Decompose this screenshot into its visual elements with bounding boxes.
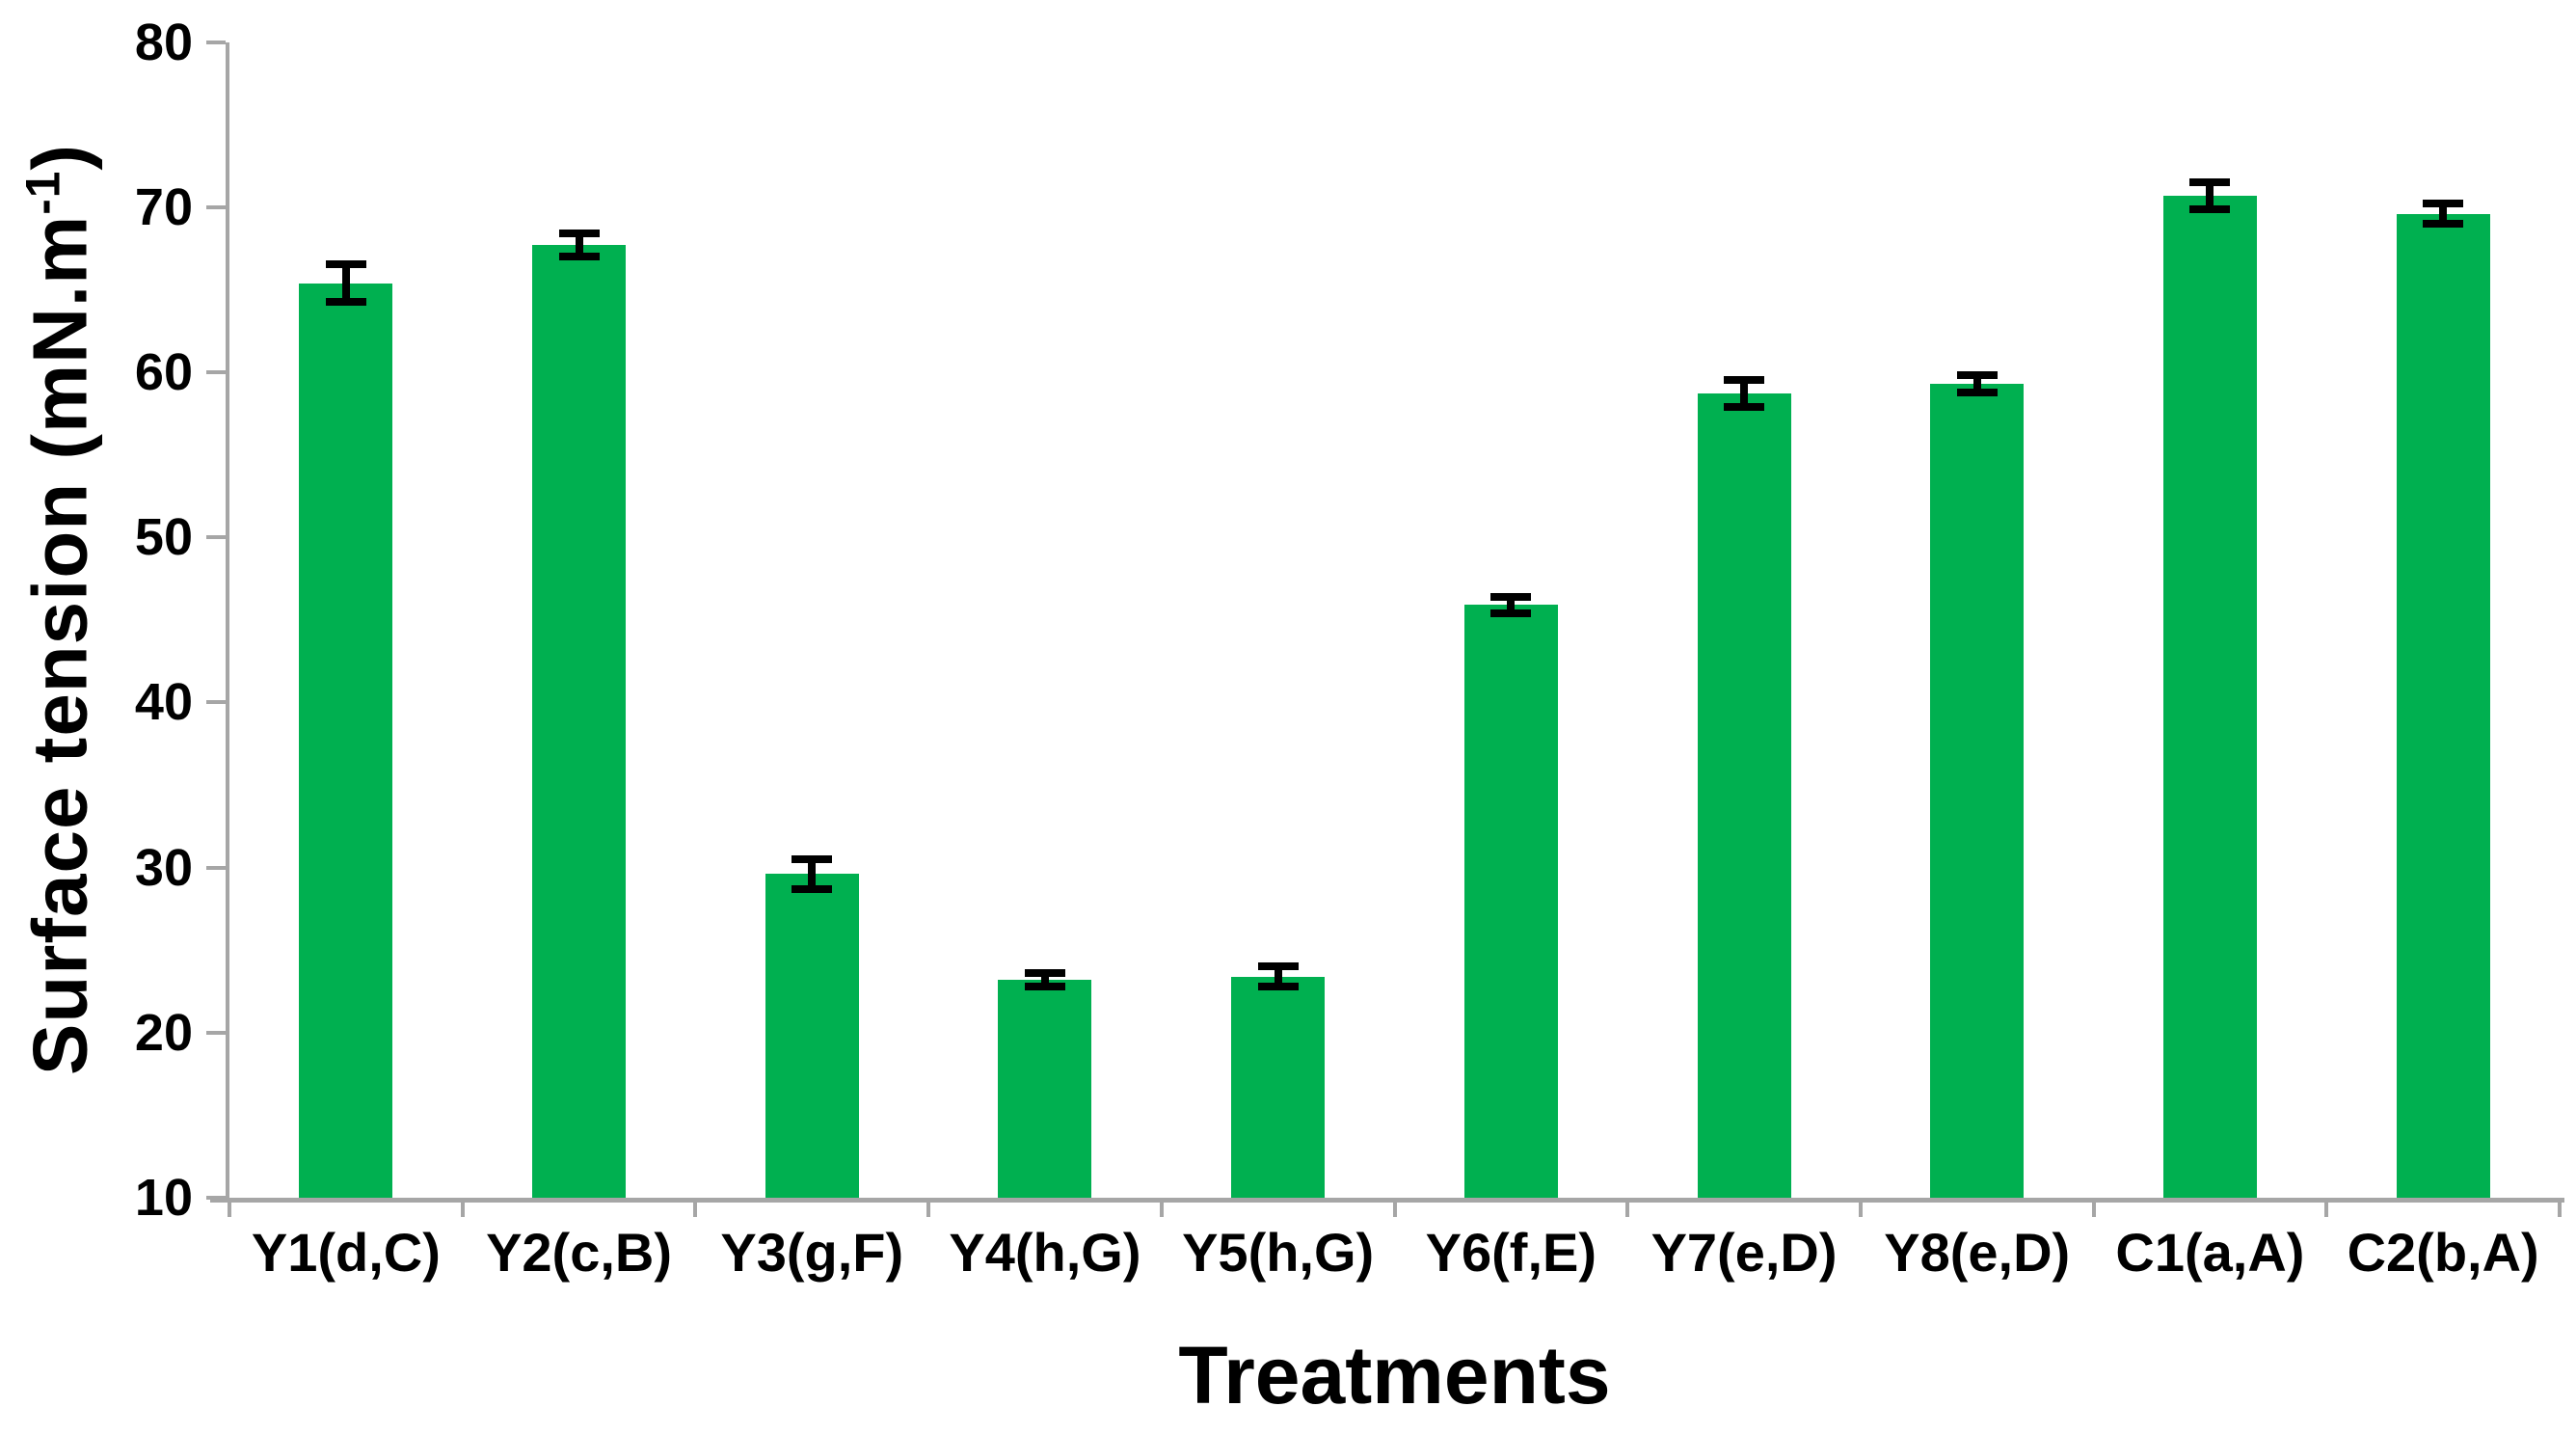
error-bar-line [1040, 974, 1049, 986]
bar-y1 [299, 283, 393, 1198]
x-tick-label: C2(b,A) [2347, 1222, 2539, 1283]
error-bar-cap-bottom [1956, 388, 1998, 396]
bar-y6 [1463, 605, 1558, 1198]
bar-y8 [1930, 383, 2025, 1198]
error-bar-line [808, 860, 817, 888]
error-bar-cap-bottom [1024, 983, 1065, 991]
error-bar-cap-bottom [1724, 403, 1765, 412]
y-tick-label: 80 [134, 13, 193, 71]
y-tick-label: 60 [134, 343, 193, 401]
x-tick-label: Y2(c,B) [486, 1222, 672, 1283]
error-bar-cap-top [1956, 371, 1998, 380]
x-tick-mark [1159, 1202, 1164, 1217]
x-tick-mark [2558, 1202, 2562, 1217]
error-bar-cap-bottom [1257, 983, 1299, 991]
x-tick-mark [1858, 1202, 1863, 1217]
y-tick-mark [206, 204, 226, 209]
bar-y4 [998, 980, 1092, 1198]
x-tick-label: C1(a,A) [2115, 1222, 2305, 1283]
error-bar-line [1507, 598, 1516, 612]
x-tick-mark [2324, 1202, 2329, 1217]
error-bar-cap-top [1490, 592, 1532, 601]
x-tick-label: Y6(f,E) [1425, 1222, 1597, 1283]
y-tick-label: 30 [134, 838, 193, 897]
x-tick-mark [1625, 1202, 1630, 1217]
y-axis-line [226, 41, 229, 1202]
y-tick-label: 20 [134, 1003, 193, 1062]
x-tick-label: Y4(h,G) [949, 1222, 1141, 1283]
error-bar-cap-bottom [558, 253, 600, 261]
x-axis-title: Treatments [1178, 1330, 1611, 1420]
bar-c1 [2162, 195, 2257, 1198]
x-tick-label: Y1(d,C) [251, 1222, 441, 1283]
x-tick-mark [926, 1202, 931, 1217]
error-bar-line [1274, 968, 1282, 986]
error-bar-cap-top [325, 260, 366, 269]
error-bar-line [575, 234, 583, 256]
y-tick-mark [206, 40, 226, 44]
error-bar-cap-bottom [325, 297, 366, 306]
y-tick-label: 50 [134, 508, 193, 567]
y-tick-label: 70 [134, 177, 193, 236]
error-bar-cap-top [558, 229, 600, 237]
error-bar-cap-bottom [1490, 609, 1532, 618]
x-tick-label: Y8(e,D) [1884, 1222, 2071, 1283]
error-bar-cap-top [2423, 200, 2464, 208]
y-tick-mark [206, 700, 226, 705]
error-bar-line [2439, 205, 2448, 223]
x-axis-line [210, 1198, 2564, 1203]
x-tick-label: Y5(h,G) [1182, 1222, 1375, 1283]
y-tick-label: 10 [134, 1169, 193, 1227]
bar-y3 [765, 874, 859, 1198]
error-bar-line [1740, 382, 1749, 406]
y-tick-mark [206, 370, 226, 374]
error-bar-cap-bottom [792, 885, 833, 894]
y-tick-mark [206, 1030, 226, 1035]
error-bar-line [2206, 183, 2214, 207]
error-bar-cap-bottom [2423, 220, 2464, 229]
bar-y7 [1697, 393, 1791, 1198]
error-bar-line [341, 266, 350, 300]
bar-y5 [1231, 976, 1326, 1198]
x-tick-label: Y3(g,F) [720, 1222, 904, 1283]
error-bar-cap-bottom [2189, 204, 2231, 213]
y-tick-label: 40 [134, 673, 193, 732]
x-tick-mark [2091, 1202, 2096, 1217]
error-bar-cap-top [2189, 177, 2231, 186]
error-bar-cap-top [1724, 376, 1765, 385]
x-tick-mark [228, 1202, 231, 1217]
y-tick-mark [206, 535, 226, 540]
error-bar-cap-top [1257, 962, 1299, 971]
x-tick-mark [1392, 1202, 1397, 1217]
bar-y2 [532, 245, 627, 1198]
x-tick-mark [460, 1202, 465, 1217]
error-bar-cap-top [792, 854, 833, 863]
x-tick-label: Y7(e,D) [1650, 1222, 1838, 1283]
y-tick-mark [206, 865, 226, 870]
y-tick-mark [206, 1196, 226, 1200]
error-bar-line [1972, 377, 1981, 391]
error-bar-cap-top [1024, 968, 1065, 977]
x-tick-mark [693, 1202, 698, 1217]
bar-c2 [2396, 213, 2490, 1198]
